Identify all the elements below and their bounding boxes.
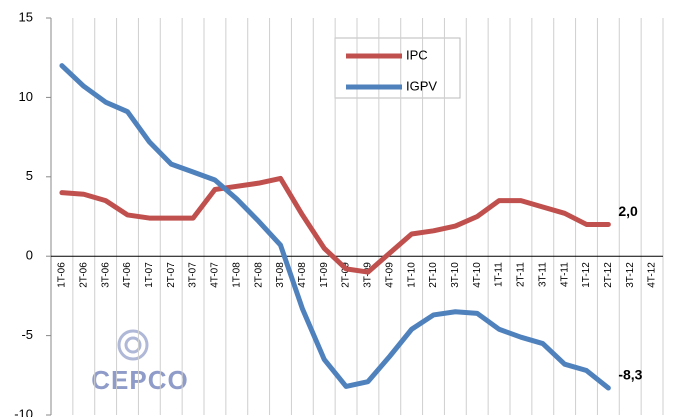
x-tick-label: 1T-09 <box>319 262 330 288</box>
logo: CEPCO <box>91 329 188 395</box>
data-label: 2,0 <box>618 203 638 219</box>
logo-text: CEPCO <box>91 365 188 395</box>
x-tick-label: 4T-06 <box>122 262 133 288</box>
x-tick-label: 2T-08 <box>253 262 264 288</box>
x-tick-label: 3T-08 <box>275 262 286 288</box>
x-tick-label: 2T-06 <box>78 262 89 288</box>
y-tick-label: 10 <box>19 89 33 104</box>
x-tick-label: 1T-11 <box>494 262 505 287</box>
x-tick-label: 1T-06 <box>57 262 68 288</box>
x-tick-label: 2T-12 <box>603 262 614 288</box>
x-tick-label: 1T-07 <box>144 262 155 288</box>
x-tick-label: 3T-12 <box>625 262 636 288</box>
x-tick-label: 1T-12 <box>581 262 592 288</box>
x-tick-label: 4T-12 <box>647 262 658 288</box>
y-tick-label: 5 <box>26 168 33 183</box>
x-tick-label: 2T-11 <box>516 262 527 287</box>
line-series <box>59 175 611 275</box>
x-tick-label: 2T-09 <box>341 262 352 288</box>
y-tick-label: 15 <box>19 9 33 24</box>
x-tick-label: 4T-08 <box>297 262 308 288</box>
x-tick-label: 3T-11 <box>537 262 548 287</box>
x-tick-label: 2T-10 <box>428 262 439 288</box>
x-tick-label: 1T-10 <box>406 262 417 288</box>
y-tick-label: 0 <box>26 248 33 263</box>
x-tick-label: 4T-11 <box>559 262 570 287</box>
x-tick-label: 4T-09 <box>384 262 395 288</box>
x-tick-label: 3T-10 <box>450 262 461 288</box>
x-tick-label: 4T-07 <box>210 262 221 288</box>
y-tick-label: -5 <box>21 327 33 342</box>
data-label: -8,3 <box>618 367 642 383</box>
line-series <box>59 63 611 391</box>
legend-label: IPC <box>406 47 428 62</box>
x-tick-label: 3T-07 <box>188 262 199 288</box>
x-tick-label: 4T-10 <box>472 262 483 288</box>
x-tick-label: 3T-06 <box>100 262 111 288</box>
x-tick-label: 3T-09 <box>363 262 374 288</box>
x-tick-label: 2T-07 <box>166 262 177 288</box>
y-tick-label: -10 <box>14 406 33 417</box>
x-tick-label: 1T-08 <box>231 262 242 288</box>
legend-label: IGPV <box>406 78 437 93</box>
